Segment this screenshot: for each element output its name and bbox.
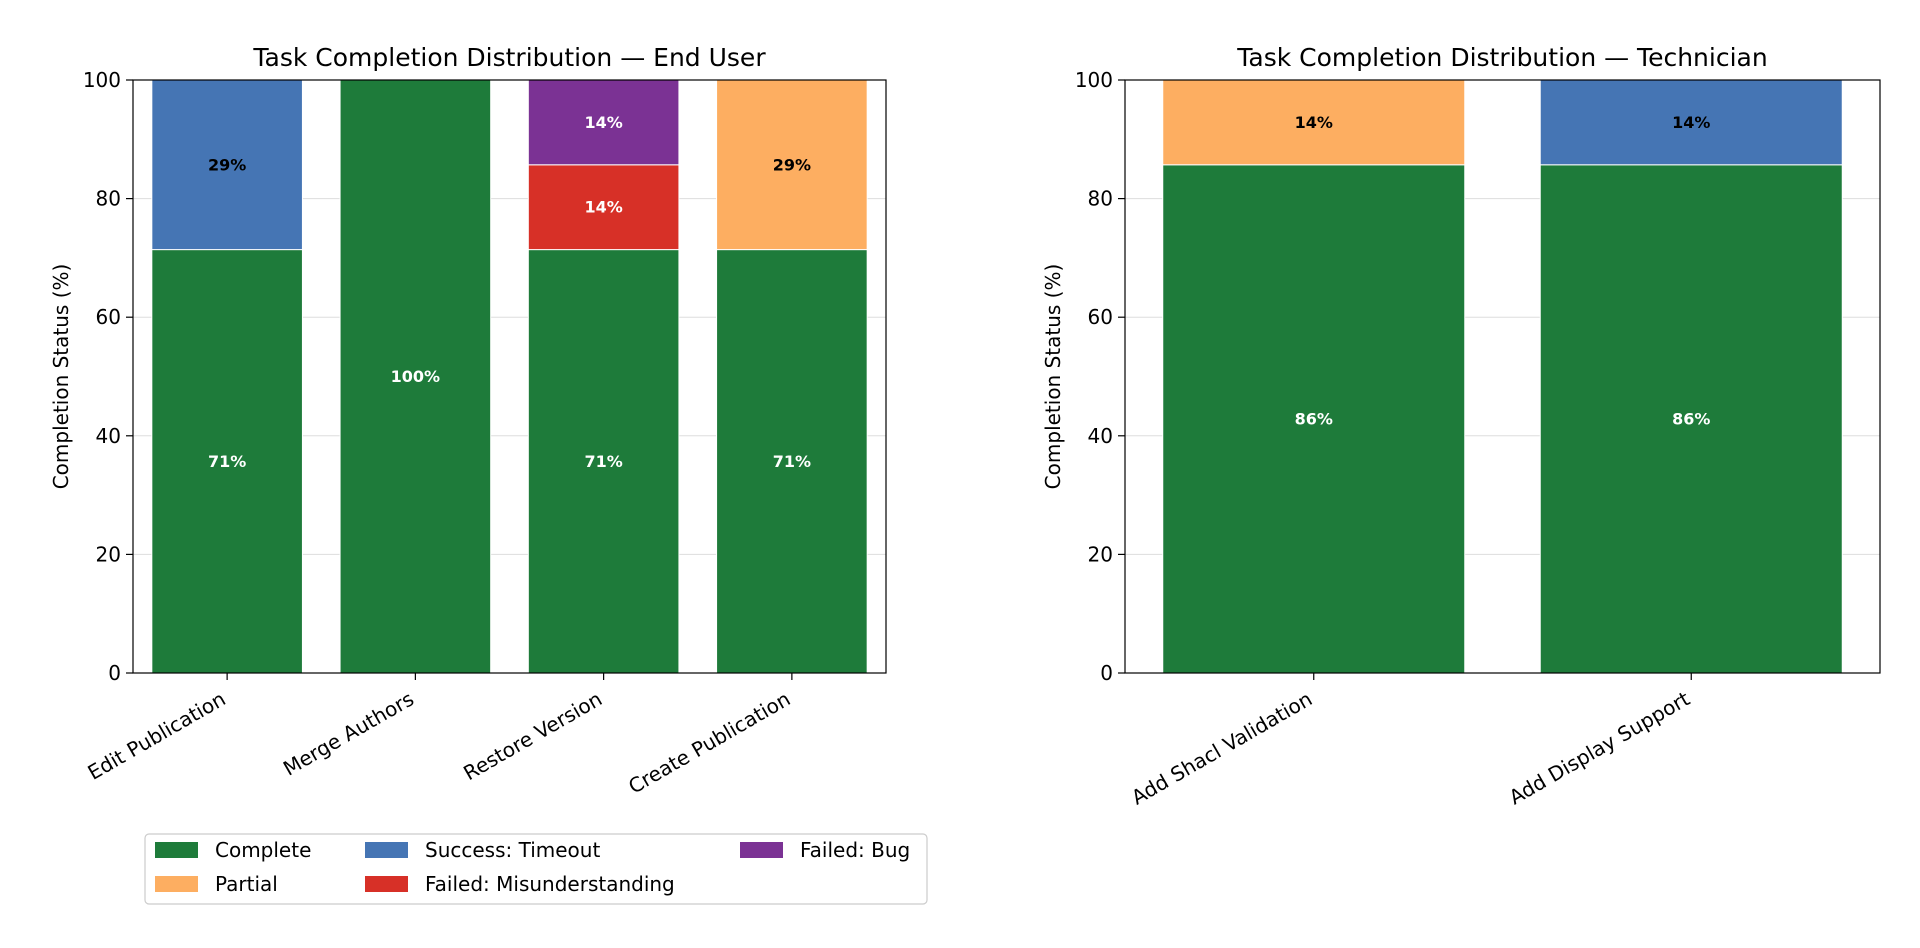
legend-swatch-failed-misunderstanding	[365, 876, 408, 892]
bar-complete-merge-authors	[339, 79, 492, 674]
legend: Complete Success: Timeout Failed: Bug Parti…	[144, 833, 928, 905]
bar-success-timeout-add-display-support	[1539, 79, 1843, 166]
y-tick-label: 60	[96, 305, 121, 329]
bar-failed-bug-restore-version	[527, 79, 680, 166]
bar-complete-create-publication	[716, 249, 868, 674]
y-tick-label: 60	[1088, 305, 1113, 329]
legend-swatch-partial	[155, 876, 198, 892]
data-label: 71%	[584, 452, 622, 471]
legend-swatch-complete	[155, 842, 198, 858]
legend-label-complete: Complete	[215, 838, 311, 862]
data-label: 14%	[1295, 113, 1333, 132]
y-axis-label: Completion Status (%)	[1041, 264, 1065, 490]
y-tick-label: 0	[108, 661, 121, 685]
data-label: 29%	[773, 155, 811, 174]
data-label: 100%	[391, 367, 440, 386]
legend-label-failed-misunderstanding: Failed: Misunderstanding	[425, 872, 675, 896]
legend-label-partial: Partial	[215, 872, 278, 896]
bar-partial-add-shacl-validation	[1162, 79, 1466, 166]
axes-frame	[132, 79, 887, 674]
y-axis-label: Completion Status (%)	[49, 264, 73, 490]
data-label: 71%	[773, 452, 811, 471]
y-tick-label: 40	[1088, 424, 1113, 448]
y-tick-label: 80	[1088, 187, 1113, 211]
data-label: 29%	[208, 155, 246, 174]
bar-failed-misunderstanding-restore-version	[527, 164, 680, 251]
legend-label-success-timeout: Success: Timeout	[425, 838, 600, 862]
data-label: 86%	[1672, 409, 1710, 428]
y-tick-label: 0	[1100, 661, 1113, 685]
y-tick-label: 20	[96, 542, 121, 566]
chart-title: Task Completion Distribution — End User	[252, 43, 766, 72]
data-label: 71%	[208, 452, 246, 471]
chart-title: Task Completion Distribution — Technicia…	[1236, 43, 1767, 72]
data-label: 14%	[584, 113, 622, 132]
y-tick-label: 80	[96, 187, 121, 211]
y-tick-label: 20	[1088, 542, 1113, 566]
legend-swatch-failed-bug	[740, 842, 783, 858]
bar-partial-create-publication	[716, 79, 868, 251]
bar-success-timeout-edit-publication	[151, 79, 303, 251]
bar-complete-restore-version	[527, 249, 680, 674]
data-label: 14%	[584, 198, 622, 217]
legend-swatch-success-timeout	[365, 842, 408, 858]
y-tick-label: 40	[96, 424, 121, 448]
chart-panel-1: 71%100%71% 71%29%29%14%14%020406080100Edi…	[49, 43, 887, 799]
legend-frame	[144, 833, 928, 905]
chart-area: 71%100%71% 71%29%29%14%14%020406080100Edi…	[49, 43, 1881, 810]
y-tick-label: 100	[1075, 68, 1113, 92]
bar-complete-add-shacl-validation	[1162, 164, 1466, 674]
legend-label-failed-bug: Failed: Bug	[800, 838, 910, 862]
y-tick-label: 100	[83, 68, 121, 92]
bar-complete-edit-publication	[151, 249, 303, 674]
data-label: 86%	[1295, 409, 1333, 428]
data-label: 14%	[1672, 113, 1710, 132]
axes-frame	[1124, 79, 1881, 674]
